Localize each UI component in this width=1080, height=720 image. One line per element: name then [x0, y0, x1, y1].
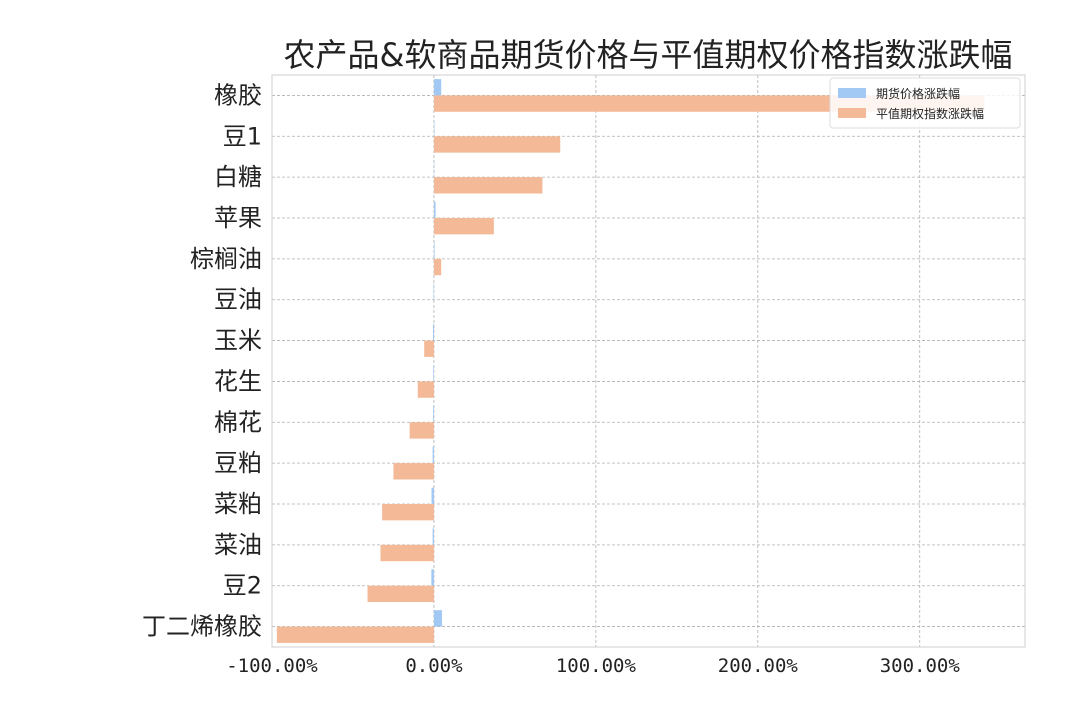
x-tick-label: 0.00% [405, 655, 463, 677]
y-tick-label: 白糖 [214, 163, 262, 191]
bar [433, 201, 436, 218]
x-tick-label: 200.00% [718, 655, 799, 677]
legend-label: 平值期权指数涨跌幅 [876, 106, 984, 121]
bar [367, 585, 434, 603]
y-tick-label: 菜粕 [214, 490, 262, 518]
bar [431, 487, 434, 504]
bar [424, 340, 434, 357]
bar [417, 381, 434, 398]
chart-title: 农产品&软商品期货价格与平值期权价格指数涨跌幅 [284, 36, 1013, 74]
x-axis-labels: -100.00% 0.00% 100.00% 200.00% 300.00% [226, 655, 960, 677]
plot-frame [271, 74, 1026, 648]
y-tick-label: 棉花 [214, 408, 262, 436]
grid-layer [271, 75, 1025, 647]
bar [433, 177, 543, 194]
bar [393, 463, 434, 480]
y-tick-label: 豆粕 [214, 449, 262, 477]
legend-swatch [838, 108, 866, 118]
bars-layer [276, 79, 985, 643]
y-tick-label: 丁二烯橡胶 [142, 613, 262, 641]
bar [276, 626, 434, 643]
y-tick-label: 苹果 [214, 204, 262, 232]
bar [432, 446, 434, 464]
bar [433, 258, 442, 276]
bar [433, 365, 434, 382]
y-tick-label: 豆油 [214, 286, 262, 314]
x-tick-label: -100.00% [226, 655, 318, 677]
y-tick-label: 橡胶 [214, 81, 262, 109]
bar [433, 79, 442, 96]
bar [432, 324, 434, 341]
legend-box [829, 77, 1021, 129]
bar [433, 405, 434, 423]
bar [382, 504, 434, 521]
bar [433, 242, 435, 259]
y-tick-label: 菜油 [214, 531, 262, 559]
legend-swatch [838, 88, 866, 98]
bar [409, 422, 434, 439]
y-tick-label: 棕榈油 [190, 245, 262, 273]
bar [432, 528, 434, 545]
y-tick-label: 豆2 [223, 572, 262, 600]
y-tick-label: 玉米 [214, 327, 262, 355]
bar [431, 569, 434, 586]
x-tick-label: 300.00% [880, 655, 961, 677]
bar [433, 610, 443, 627]
bar [433, 218, 494, 235]
legend-label: 期货价格涨跌幅 [876, 86, 960, 101]
x-tick-label: 100.00% [556, 655, 637, 677]
bar [380, 544, 434, 562]
y-tick-label: 豆1 [223, 122, 262, 150]
y-tick-label: 花生 [214, 367, 262, 395]
bar [433, 136, 561, 153]
